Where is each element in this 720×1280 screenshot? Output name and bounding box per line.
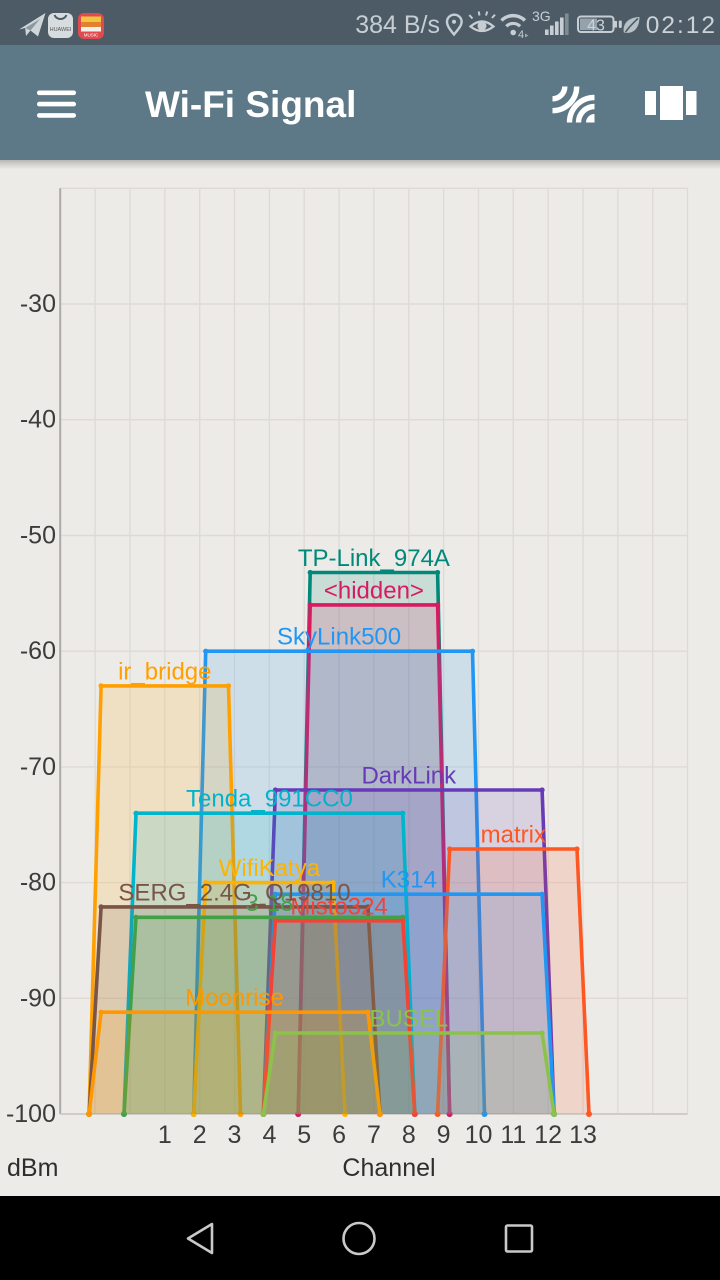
svg-text:-60: -60	[20, 637, 56, 665]
svg-text:13: 13	[569, 1121, 597, 1149]
svg-text:10: 10	[465, 1121, 493, 1149]
svg-text:K314: K314	[381, 867, 437, 894]
svg-text:12: 12	[534, 1121, 562, 1149]
svg-text:3: 3	[228, 1121, 242, 1149]
svg-text:4: 4	[262, 1121, 276, 1149]
svg-text:-90: -90	[20, 984, 56, 1012]
svg-text:-30: -30	[20, 290, 56, 318]
svg-text:SERG_2.4G_Q19810: SERG_2.4G_Q19810	[118, 879, 350, 906]
svg-text:3G: 3G	[532, 8, 551, 24]
svg-text:Wi-Fi Signal: Wi-Fi Signal	[145, 84, 356, 125]
svg-text:6: 6	[332, 1121, 346, 1149]
svg-text:11: 11	[500, 1121, 526, 1149]
svg-text:HUAWEI: HUAWEI	[50, 27, 72, 33]
svg-text:9: 9	[437, 1121, 451, 1149]
svg-text:MUSIC: MUSIC	[84, 33, 99, 38]
svg-text:ir_bridge: ir_bridge	[118, 658, 211, 685]
svg-text:2: 2	[193, 1121, 207, 1149]
svg-text:dBm: dBm	[7, 1154, 58, 1182]
svg-text:WifiKatya: WifiKatya	[219, 855, 321, 882]
svg-text:-70: -70	[20, 753, 56, 781]
svg-text:384 B/s: 384 B/s	[355, 11, 440, 39]
svg-text:-50: -50	[20, 522, 56, 550]
svg-text:Tenda_991CC0: Tenda_991CC0	[186, 786, 353, 813]
svg-text:Channel: Channel	[342, 1154, 435, 1182]
svg-text:3-18: 3-18	[245, 890, 293, 917]
svg-text:DarkLink: DarkLink	[361, 763, 457, 790]
svg-text:Misto324: Misto324	[290, 893, 387, 920]
svg-text:7: 7	[367, 1121, 381, 1149]
svg-text:-100: -100	[6, 1100, 56, 1128]
svg-text:BUSEL: BUSEL	[369, 1006, 448, 1033]
svg-text:matrix: matrix	[481, 822, 546, 849]
svg-text:4: 4	[518, 29, 524, 41]
svg-text:43: 43	[587, 18, 605, 35]
svg-text:TP-Link_974A: TP-Link_974A	[298, 545, 450, 572]
svg-text:<hidden>: <hidden>	[324, 577, 424, 604]
svg-text:-80: -80	[20, 869, 56, 897]
svg-text:-40: -40	[20, 406, 56, 434]
svg-text:5: 5	[297, 1121, 311, 1149]
svg-text:02:12: 02:12	[646, 12, 717, 39]
svg-text:SkyLink500: SkyLink500	[277, 624, 401, 651]
svg-text:Moonrise: Moonrise	[185, 985, 284, 1012]
svg-text:8: 8	[402, 1121, 416, 1149]
svg-text:1: 1	[158, 1121, 172, 1149]
